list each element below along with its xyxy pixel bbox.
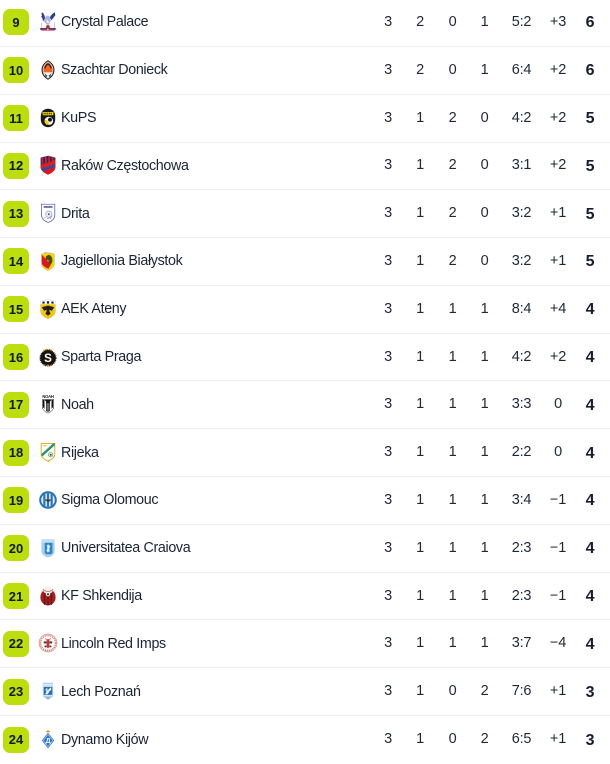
svg-text:Д: Д (45, 736, 50, 745)
svg-text:NOAH: NOAH (42, 394, 53, 399)
svg-text:S: S (44, 351, 52, 364)
